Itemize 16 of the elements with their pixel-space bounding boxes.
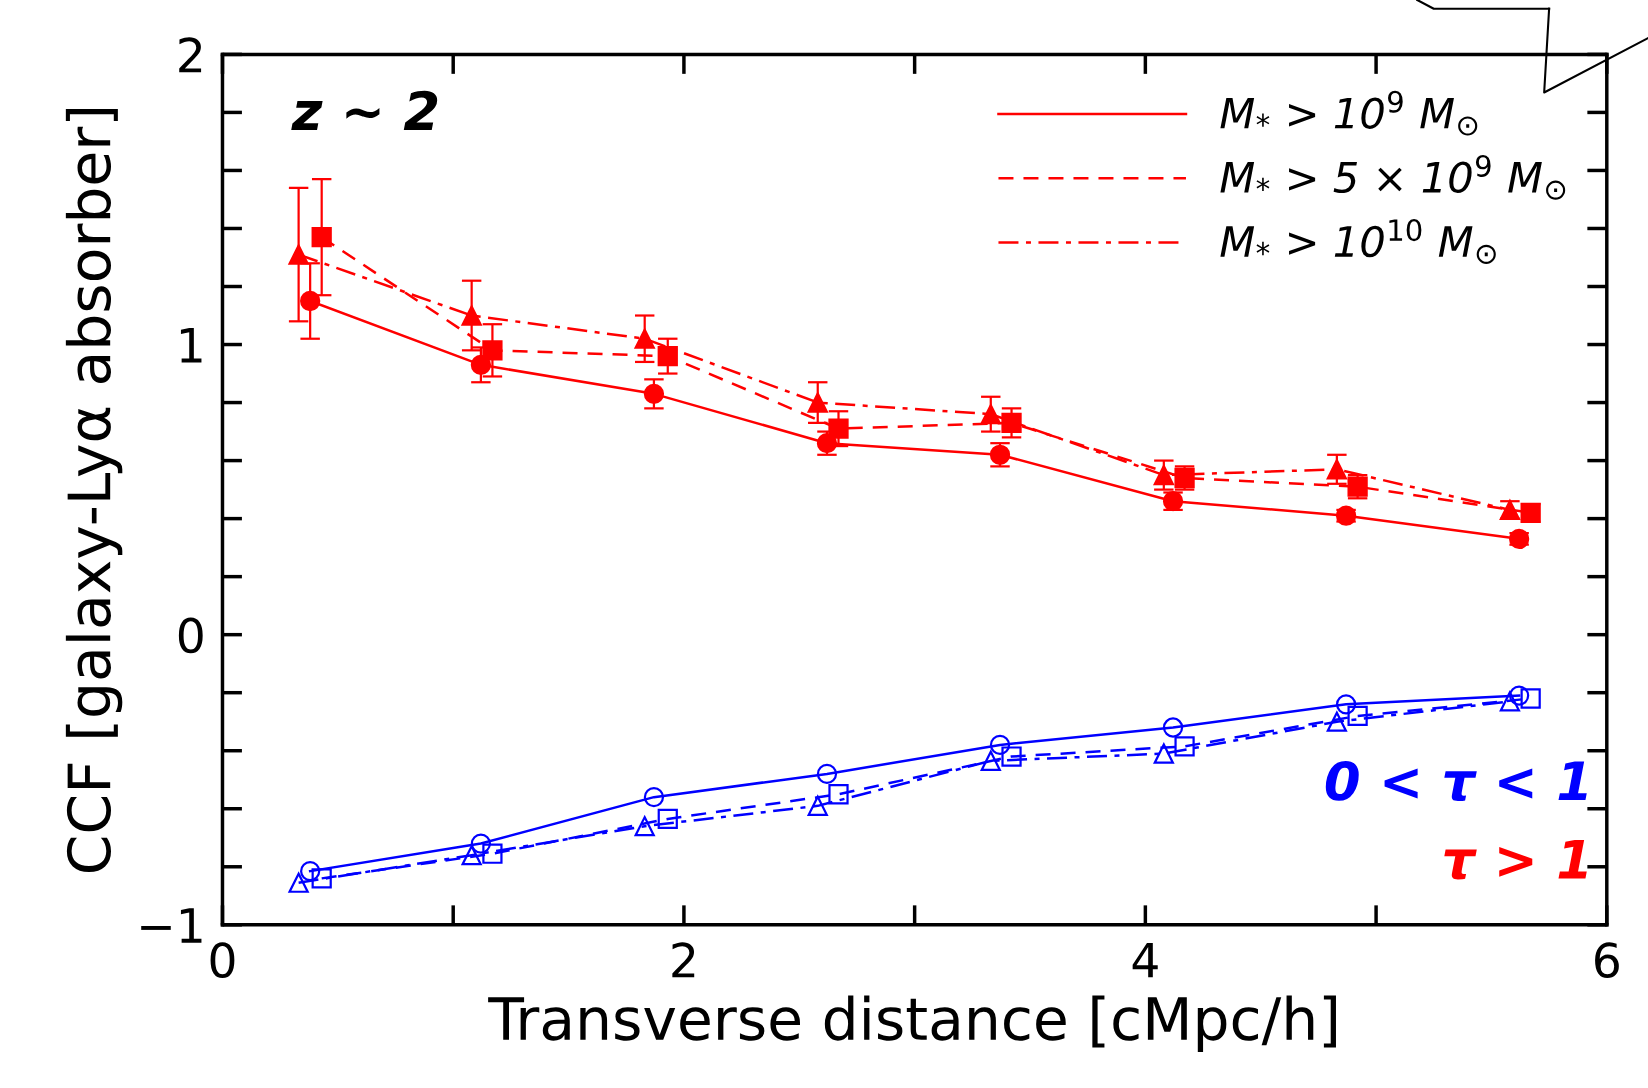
x-tick-label: 0 — [210, 942, 235, 979]
y-axis-title: CCF [galaxy-Lyα absorber] — [65, 108, 123, 872]
legend-label: M$_{*}$ > 5 × 10$^{9}$ M$_{⊙}$ — [1220, 154, 1566, 200]
y-tick-label: 2 — [179, 37, 202, 73]
y-tick-label: 1 — [180, 328, 202, 363]
y-tick-label: −1 — [141, 908, 202, 943]
x-tick-label: 2 — [672, 942, 695, 978]
x-tick-label: 4 — [1132, 942, 1158, 978]
legend-label: M$_{*}$ > 10$^{10}$ M$_{⊙}$ — [1220, 219, 1496, 264]
y-tick-label: 0 — [178, 617, 203, 654]
legend-label: M$_{*}$ > 10$^{9}$ M$_{⊙}$ — [1220, 90, 1478, 136]
annotation: τ > 1 — [1444, 839, 1587, 880]
x-axis-title: Transverse distance [cMpc/h] — [488, 995, 1336, 1052]
annotation: z ~ 2 — [291, 90, 438, 130]
annotation: 0 < τ < 1 — [1325, 760, 1587, 802]
x-tick-label: 6 — [1595, 942, 1619, 979]
